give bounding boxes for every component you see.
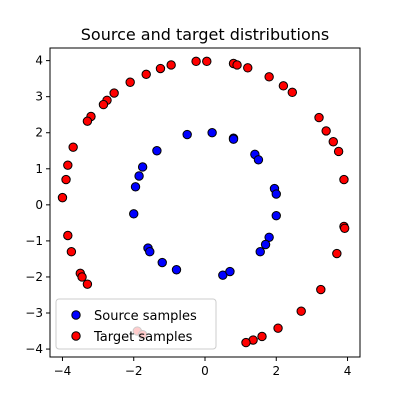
data-point [241,337,251,348]
data-point [328,137,338,147]
data-point [243,63,253,73]
x-tick-label: 4 [344,364,352,378]
data-point [225,266,235,277]
data-point [314,112,324,123]
data-point [57,192,68,203]
data-point [66,247,77,257]
data-point [287,87,297,98]
data-point [182,129,192,140]
data-point [82,116,93,126]
data-point [339,174,349,185]
x-axis: −4 −2 0 2 4 [54,357,352,378]
y-tick-label: −4 [25,342,43,356]
data-point [166,60,176,70]
data-point [82,279,93,289]
legend-label: Target samples [93,330,193,345]
data-point [333,146,344,157]
data-point [77,272,87,282]
legend-label: Source samples [94,309,197,324]
y-axis: −4 −3 −2 −1 0 1 2 3 4 [25,54,50,356]
data-point [155,63,166,74]
y-tick-label: −2 [25,270,43,284]
x-tick-label: −4 [54,364,72,378]
x-tick-label: 2 [272,364,280,378]
data-point [137,162,148,172]
y-tick-label: 3 [35,90,43,104]
data-point [257,331,267,342]
data-point [316,284,326,295]
chart-title: Source and target distributions [81,25,329,44]
y-tick-label: 4 [35,54,43,68]
series-source [129,128,281,280]
data-point [264,72,274,82]
data-point [109,88,119,98]
y-tick-label: 1 [35,162,43,176]
data-point [63,160,73,170]
data-point [332,248,342,259]
plot-area [49,47,361,358]
data-point [255,247,265,257]
data-point [191,56,201,67]
data-point [61,174,71,185]
x-tick-label: −2 [125,364,143,378]
data-point [207,128,217,138]
y-tick-label: 0 [35,198,43,212]
x-tick-label: 0 [201,364,209,378]
data-point [296,306,306,316]
data-point [98,99,109,110]
data-point [321,126,331,136]
y-tick-label: −1 [25,234,43,248]
data-point [141,69,151,80]
legend-box [55,298,217,350]
data-point [232,60,242,70]
data-point [125,77,135,87]
data-point [129,209,139,219]
data-point [278,81,289,91]
data-point [157,257,167,268]
data-point [228,134,239,144]
y-tick-label: −3 [25,306,43,320]
data-point [339,223,350,233]
data-point [145,247,155,257]
data-point [253,155,264,165]
data-point [130,182,141,192]
legend-marker [71,331,81,341]
data-point [271,210,281,221]
data-point [152,146,162,156]
data-point [271,189,281,199]
data-point [260,239,271,250]
legend-marker [71,310,81,320]
data-point [171,265,182,275]
legend: Source samples Target samples [55,298,217,350]
data-point [202,56,212,67]
data-point [273,323,283,333]
y-tick-label: 2 [35,126,43,140]
data-point [68,142,78,152]
data-point [134,171,144,181]
data-point [63,230,73,241]
series-target [57,56,350,348]
